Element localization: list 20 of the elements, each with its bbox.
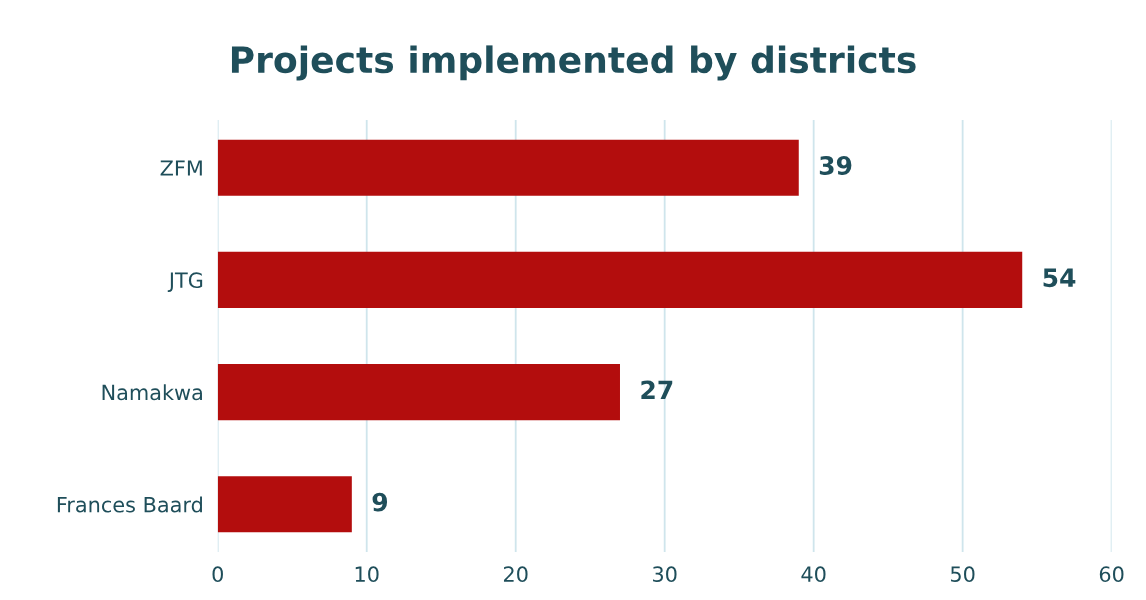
x-tick-label: 50 [950, 566, 975, 583]
y-tick-label: JTG [167, 272, 203, 292]
bar [217, 364, 620, 421]
y-tick-label: ZFM [160, 160, 202, 176]
data-label: 39 [819, 156, 852, 175]
x-tick-label: 0 [212, 566, 223, 583]
bar [217, 251, 1023, 308]
x-tick-label: 60 [1099, 566, 1124, 583]
data-label: 9 [372, 492, 388, 512]
data-label: 27 [641, 380, 673, 399]
bar [217, 476, 352, 533]
y-tick-label: Namakwa [102, 384, 202, 401]
chart-title: Projects implemented by districts [231, 45, 916, 81]
bar [217, 139, 799, 196]
x-tick-label: 40 [801, 566, 826, 583]
x-tick-label: 10 [355, 566, 379, 583]
y-tick-label: Frances Baard [57, 496, 202, 513]
x-tick-label: 30 [653, 566, 677, 583]
x-tick-label: 20 [503, 566, 528, 583]
data-label: 54 [1043, 268, 1076, 288]
